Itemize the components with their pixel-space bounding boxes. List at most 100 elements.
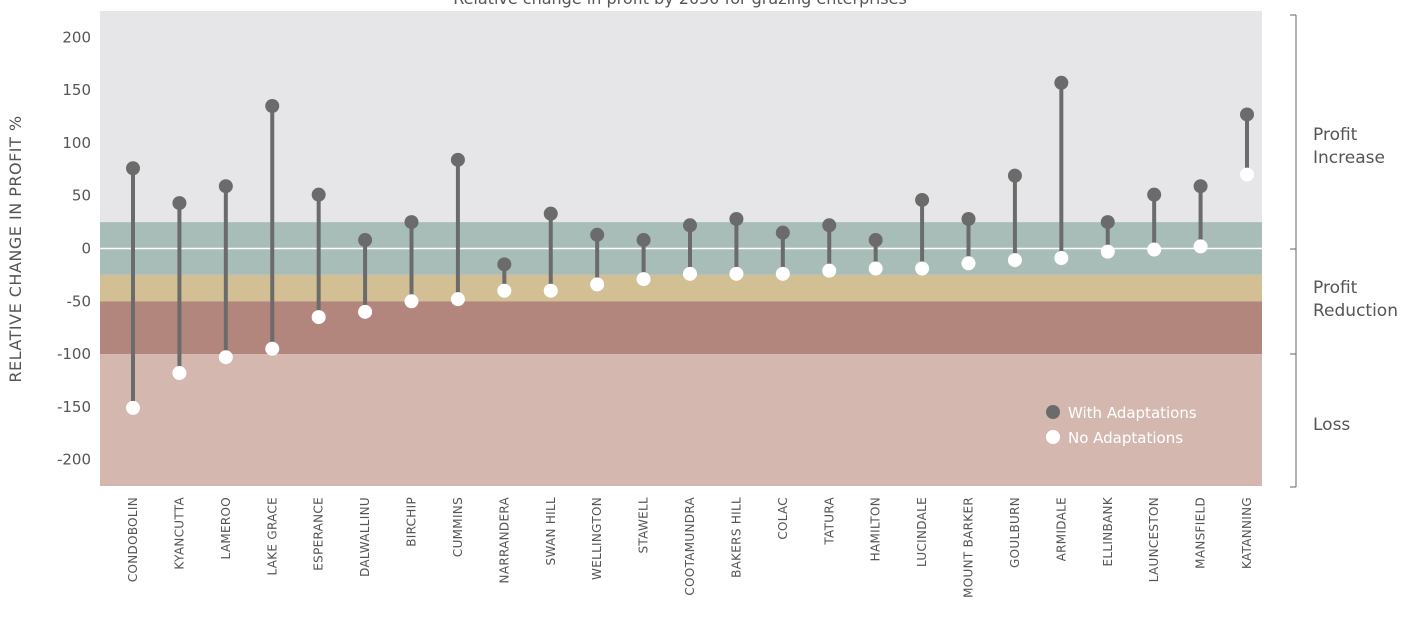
point-with-adaptations xyxy=(1007,168,1022,183)
point-no-adaptations xyxy=(1193,239,1208,254)
x-category-label: MOUNT BARKER xyxy=(962,497,976,598)
zone-label: Increase xyxy=(1313,148,1385,168)
point-with-adaptations xyxy=(868,233,883,248)
point-no-adaptations xyxy=(497,283,512,298)
point-with-adaptations xyxy=(590,227,605,242)
point-with-adaptations xyxy=(543,206,558,221)
x-category-label: LUCINDALE xyxy=(915,497,929,567)
point-with-adaptations xyxy=(915,192,930,207)
point-with-adaptations xyxy=(450,152,465,167)
legend-marker xyxy=(1046,430,1060,444)
point-no-adaptations xyxy=(218,350,233,365)
point-no-adaptations xyxy=(1240,167,1254,182)
y-tick-label: 50 xyxy=(72,187,91,205)
x-category-label: WELLINGTON xyxy=(590,497,604,580)
data-points xyxy=(126,75,1254,415)
x-category-label: CONDOBOLIN xyxy=(126,497,140,582)
point-with-adaptations xyxy=(1054,75,1069,90)
point-no-adaptations xyxy=(265,341,280,356)
point-with-adaptations xyxy=(636,233,651,248)
point-no-adaptations xyxy=(172,366,187,381)
point-no-adaptations xyxy=(775,266,790,281)
point-with-adaptations xyxy=(822,218,837,233)
x-category-label: ESPERANCE xyxy=(312,497,326,571)
x-category-label: LAKE GRACE xyxy=(265,497,279,576)
y-tick-label: -100 xyxy=(57,345,91,363)
y-tick-label: -50 xyxy=(67,292,92,310)
point-with-adaptations xyxy=(497,257,512,272)
point-no-adaptations xyxy=(126,400,140,415)
y-tick-label: 200 xyxy=(62,28,91,46)
y-tick-label: -200 xyxy=(57,451,91,469)
point-with-adaptations xyxy=(358,233,373,248)
point-no-adaptations xyxy=(404,294,419,309)
point-with-adaptations xyxy=(1193,179,1208,194)
point-with-adaptations xyxy=(961,211,976,226)
point-with-adaptations xyxy=(683,218,697,233)
zone-label: Reduction xyxy=(1313,301,1398,321)
zone-label: Loss xyxy=(1313,415,1350,435)
point-no-adaptations xyxy=(1054,251,1069,265)
zone-label: Profit xyxy=(1313,278,1358,298)
point-no-adaptations xyxy=(683,266,697,281)
x-axis-categories: CONDOBOLIN KYANCUTTA LAMEROO LAKE GRACE ESPE… xyxy=(126,496,1254,598)
point-with-adaptations xyxy=(404,215,419,230)
x-category-label: STAWELL xyxy=(637,497,651,554)
legend: With Adaptations No Adaptations xyxy=(1046,404,1197,447)
y-tick-label: 0 xyxy=(81,240,91,258)
y-tick-label: -150 xyxy=(57,398,91,416)
point-no-adaptations xyxy=(822,263,837,278)
point-with-adaptations xyxy=(1147,187,1162,202)
band-3 xyxy=(100,301,1262,355)
point-with-adaptations xyxy=(265,99,280,113)
y-axis-label: RELATIVE CHANGE IN PROFIT % xyxy=(6,115,25,382)
point-with-adaptations xyxy=(126,161,140,176)
point-no-adaptations xyxy=(1100,244,1115,259)
point-no-adaptations xyxy=(450,292,465,307)
point-no-adaptations xyxy=(729,266,744,281)
x-category-label: CUMMINS xyxy=(451,497,465,557)
x-category-label: COLAC xyxy=(776,497,790,540)
point-no-adaptations xyxy=(961,256,976,271)
point-with-adaptations xyxy=(729,211,744,226)
x-category-label: MANSFIELD xyxy=(1194,497,1208,569)
point-with-adaptations xyxy=(1240,107,1254,122)
point-no-adaptations xyxy=(543,283,558,298)
legend-label: No Adaptations xyxy=(1068,429,1183,447)
band-4 xyxy=(100,354,1262,486)
point-no-adaptations xyxy=(590,277,605,292)
x-category-label: BAKERS HILL xyxy=(729,497,743,578)
y-axis-ticks: 200 150 100 50 0 -50 -100 -150 -200 xyxy=(57,28,91,468)
point-no-adaptations xyxy=(358,304,373,319)
y-tick-label: 100 xyxy=(62,134,91,152)
x-category-label: BIRCHIP xyxy=(405,497,419,547)
x-category-label: SWAN HILL xyxy=(544,497,558,565)
background-bands xyxy=(100,11,1262,486)
zone-label: Profit xyxy=(1313,125,1358,145)
band-2 xyxy=(100,274,1262,302)
point-no-adaptations xyxy=(311,310,326,325)
x-category-label: KYANCUTTA xyxy=(172,497,186,570)
chart-title: Relative change in profit by 2050 for gr… xyxy=(453,0,907,8)
x-category-label: COOTAMUNDRA xyxy=(683,497,697,596)
legend-marker xyxy=(1046,405,1060,419)
x-category-label: LAUNCESTON xyxy=(1147,497,1161,582)
point-with-adaptations xyxy=(1100,215,1115,230)
point-with-adaptations xyxy=(775,225,790,240)
point-no-adaptations xyxy=(1007,253,1022,268)
x-category-label: ELLINBANK xyxy=(1101,496,1115,566)
x-category-label: HAMILTON xyxy=(869,497,883,561)
x-category-label: GOULBURN xyxy=(1008,497,1022,568)
band-0 xyxy=(100,11,1262,223)
x-category-label: NARRANDERA xyxy=(497,497,511,584)
x-category-label: ARMIDALE xyxy=(1054,497,1068,561)
x-category-label: DALWALLINU xyxy=(358,497,372,577)
point-no-adaptations xyxy=(868,261,883,276)
x-category-label: TATURA xyxy=(822,497,836,546)
x-category-label: LAMEROO xyxy=(219,497,233,559)
point-no-adaptations xyxy=(915,261,930,276)
point-with-adaptations xyxy=(172,196,187,211)
legend-label: With Adaptations xyxy=(1068,404,1197,422)
x-category-label: KATANNING xyxy=(1240,497,1254,569)
